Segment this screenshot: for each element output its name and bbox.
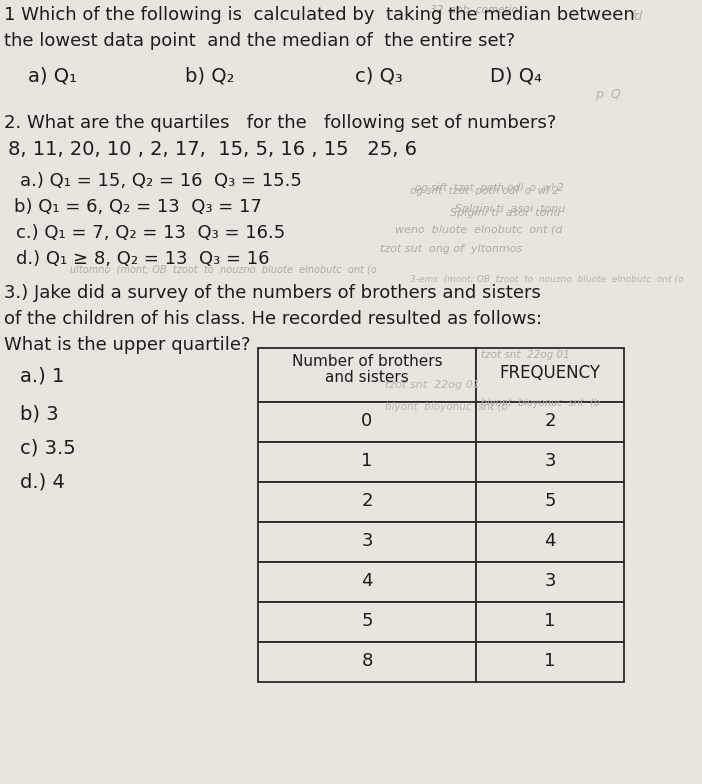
Bar <box>476 522 624 562</box>
Bar <box>476 602 624 642</box>
Text: fd: fd <box>630 10 642 23</box>
Text: 3: 3 <box>544 572 556 590</box>
Text: 5: 5 <box>544 492 556 510</box>
Bar <box>258 562 476 602</box>
Bar <box>476 642 624 682</box>
Text: b) Q₂: b) Q₂ <box>185 66 234 85</box>
Text: c.) Q₁ = 7, Q₂ = 13  Q₃ = 16.5: c.) Q₁ = 7, Q₂ = 13 Q₃ = 16.5 <box>16 224 285 242</box>
Text: og sift  tzot  poth odl  o  wl 2: og sift tzot poth odl o wl 2 <box>410 186 559 196</box>
Text: 2: 2 <box>362 492 373 510</box>
Text: 1: 1 <box>544 612 556 630</box>
Bar <box>476 348 624 402</box>
Text: 1: 1 <box>544 652 556 670</box>
Text: What is the upper quartile?: What is the upper quartile? <box>4 336 251 354</box>
Text: 3-ems  (mont; OB  tzoot  to  nouzno  bluote  elnobutc  ont (o: 3-ems (mont; OB tzoot to nouzno bluote e… <box>410 275 684 284</box>
Bar <box>258 522 476 562</box>
Bar <box>258 348 476 402</box>
Bar <box>476 402 624 442</box>
Text: ultomno  (mont; OB  tzoot  to  nouzno  bluote  elnobutc  ont (o: ultomno (mont; OB tzoot to nouzno bluote… <box>70 265 377 275</box>
Text: 3: 3 <box>544 452 556 470</box>
Text: 8, 11, 20, 10 , 2, 17,  15, 5, 16 , 15   25, 6: 8, 11, 20, 10 , 2, 17, 15, 5, 16 , 15 25… <box>8 140 417 159</box>
Text: Splgini ti  asoi  tonu: Splgini ti asoi tonu <box>450 208 560 218</box>
Text: og sift  tzot  poth odl  o  wl 2: og sift tzot poth odl o wl 2 <box>415 183 564 193</box>
Text: 1 Which of the following is  calculated by  taking the median between: 1 Which of the following is calculated b… <box>4 6 635 24</box>
Text: FREQUENCY: FREQUENCY <box>500 364 600 382</box>
Text: tzot snt  22og 01: tzot snt 22og 01 <box>385 380 480 390</box>
Text: 3.) Jake did a survey of the numbers of brothers and sisters: 3.) Jake did a survey of the numbers of … <box>4 284 541 302</box>
Text: blyont  bloyonuc  snt  (b: blyont bloyonuc snt (b <box>481 398 600 408</box>
Text: b) Q₁ = 6, Q₂ = 13  Q₃ = 17: b) Q₁ = 6, Q₂ = 13 Q₃ = 17 <box>14 198 262 216</box>
Text: of the children of his class. He recorded resulted as follows:: of the children of his class. He recorde… <box>4 310 542 328</box>
Text: blyont  bloyonuc  snt (b: blyont bloyonuc snt (b <box>385 402 508 412</box>
Text: c) 3.5: c) 3.5 <box>20 438 76 457</box>
Text: 4: 4 <box>362 572 373 590</box>
Text: b) 3: b) 3 <box>20 404 59 423</box>
Text: tzot snt  22og 01: tzot snt 22og 01 <box>481 350 570 360</box>
Text: the lowest data point  and the median of  the entire set?: the lowest data point and the median of … <box>4 32 515 50</box>
Bar <box>258 602 476 642</box>
Text: a) Q₁: a) Q₁ <box>28 66 77 85</box>
Text: 4: 4 <box>544 532 556 550</box>
Bar <box>258 642 476 682</box>
Text: tzot sut  ong of  yltonmos: tzot sut ong of yltonmos <box>380 244 522 254</box>
Text: 2: 2 <box>544 412 556 430</box>
Bar <box>476 562 624 602</box>
Text: 1: 1 <box>362 452 373 470</box>
Bar <box>476 442 624 482</box>
Text: Splgini ti  asoi  tonu: Splgini ti asoi tonu <box>455 204 565 214</box>
Text: 32  anb  cometio: 32 anb cometio <box>430 5 518 15</box>
Bar <box>258 482 476 522</box>
Text: weno  bluote  elnobutc  ont (d: weno bluote elnobutc ont (d <box>395 224 562 234</box>
Text: 8: 8 <box>362 652 373 670</box>
Text: d.) 4: d.) 4 <box>20 472 65 491</box>
Bar <box>476 482 624 522</box>
Text: c) Q₃: c) Q₃ <box>355 66 403 85</box>
Text: 5: 5 <box>362 612 373 630</box>
Bar <box>258 402 476 442</box>
Text: a.) Q₁ = 15, Q₂ = 16  Q₃ = 15.5: a.) Q₁ = 15, Q₂ = 16 Q₃ = 15.5 <box>20 172 302 190</box>
Text: p  Q: p Q <box>595 88 621 101</box>
Text: 0: 0 <box>362 412 373 430</box>
Text: d.) Q₁ ≥ 8, Q₂ = 13  Q₃ = 16: d.) Q₁ ≥ 8, Q₂ = 13 Q₃ = 16 <box>16 250 270 268</box>
Text: Number of brothers: Number of brothers <box>292 354 442 369</box>
Text: a.) 1: a.) 1 <box>20 366 65 385</box>
Bar <box>258 442 476 482</box>
Text: D) Q₄: D) Q₄ <box>490 66 542 85</box>
Text: and sisters: and sisters <box>325 370 409 385</box>
Text: 3: 3 <box>362 532 373 550</box>
Text: 2. What are the quartiles   for the   following set of numbers?: 2. What are the quartiles for the follow… <box>4 114 557 132</box>
